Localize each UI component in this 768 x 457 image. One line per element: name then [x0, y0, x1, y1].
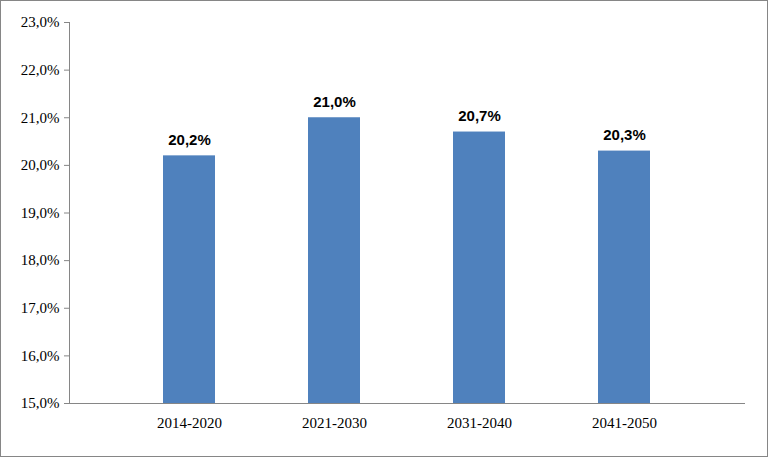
- svg-text:20,2%: 20,2%: [168, 131, 211, 148]
- svg-text:2021-2030: 2021-2030: [302, 415, 367, 431]
- svg-text:15,0%: 15,0%: [21, 395, 60, 411]
- svg-text:22,0%: 22,0%: [21, 62, 60, 78]
- svg-text:2041-2050: 2041-2050: [592, 415, 657, 431]
- svg-text:2014-2020: 2014-2020: [157, 415, 222, 431]
- svg-text:2031-2040: 2031-2040: [447, 415, 512, 431]
- svg-text:21,0%: 21,0%: [21, 110, 60, 126]
- svg-text:20,7%: 20,7%: [458, 107, 501, 124]
- svg-text:17,0%: 17,0%: [21, 300, 60, 316]
- svg-text:21,0%: 21,0%: [313, 93, 356, 110]
- svg-text:20,3%: 20,3%: [603, 126, 646, 143]
- svg-text:20,0%: 20,0%: [21, 157, 60, 173]
- svg-text:18,0%: 18,0%: [21, 252, 60, 268]
- svg-text:23,0%: 23,0%: [21, 14, 60, 30]
- svg-text:19,0%: 19,0%: [21, 205, 60, 221]
- svg-text:16,0%: 16,0%: [21, 348, 60, 364]
